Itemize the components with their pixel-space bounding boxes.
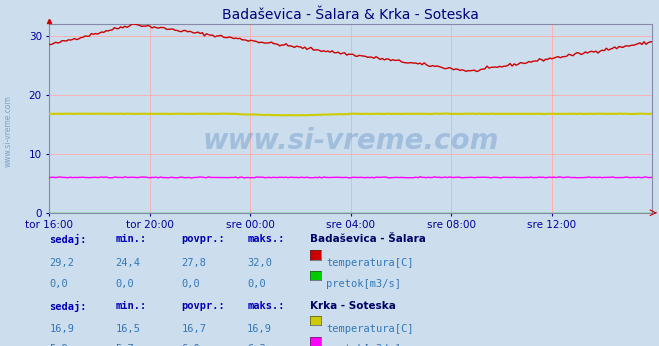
Text: 16,7: 16,7 bbox=[181, 324, 206, 334]
Text: Badaševica - Šalara: Badaševica - Šalara bbox=[310, 234, 426, 244]
Text: temperatura[C]: temperatura[C] bbox=[326, 324, 414, 334]
Text: 0,0: 0,0 bbox=[49, 279, 68, 289]
Text: maks.:: maks.: bbox=[247, 234, 285, 244]
Text: 0,0: 0,0 bbox=[181, 279, 200, 289]
Text: pretok[m3/s]: pretok[m3/s] bbox=[326, 344, 401, 346]
Text: pretok[m3/s]: pretok[m3/s] bbox=[326, 279, 401, 289]
Text: povpr.:: povpr.: bbox=[181, 234, 225, 244]
Text: 0,0: 0,0 bbox=[247, 279, 266, 289]
Text: min.:: min.: bbox=[115, 301, 146, 311]
Text: www.si-vreme.com: www.si-vreme.com bbox=[3, 95, 13, 167]
Text: www.si-vreme.com: www.si-vreme.com bbox=[203, 127, 499, 155]
Text: sedaj:: sedaj: bbox=[49, 234, 87, 245]
Text: 5,9: 5,9 bbox=[49, 344, 68, 346]
Text: 16,9: 16,9 bbox=[49, 324, 74, 334]
Text: 24,4: 24,4 bbox=[115, 258, 140, 268]
Text: 27,8: 27,8 bbox=[181, 258, 206, 268]
Text: 6,3: 6,3 bbox=[247, 344, 266, 346]
Title: Badaševica - Šalara & Krka - Soteska: Badaševica - Šalara & Krka - Soteska bbox=[223, 8, 479, 22]
Text: 32,0: 32,0 bbox=[247, 258, 272, 268]
Text: Krka - Soteska: Krka - Soteska bbox=[310, 301, 395, 311]
Text: 6,0: 6,0 bbox=[181, 344, 200, 346]
Text: 29,2: 29,2 bbox=[49, 258, 74, 268]
Text: povpr.:: povpr.: bbox=[181, 301, 225, 311]
Text: sedaj:: sedaj: bbox=[49, 301, 87, 312]
Text: 5,7: 5,7 bbox=[115, 344, 134, 346]
Text: maks.:: maks.: bbox=[247, 301, 285, 311]
Text: 0,0: 0,0 bbox=[115, 279, 134, 289]
Text: 16,9: 16,9 bbox=[247, 324, 272, 334]
Text: 16,5: 16,5 bbox=[115, 324, 140, 334]
Text: min.:: min.: bbox=[115, 234, 146, 244]
Text: temperatura[C]: temperatura[C] bbox=[326, 258, 414, 268]
